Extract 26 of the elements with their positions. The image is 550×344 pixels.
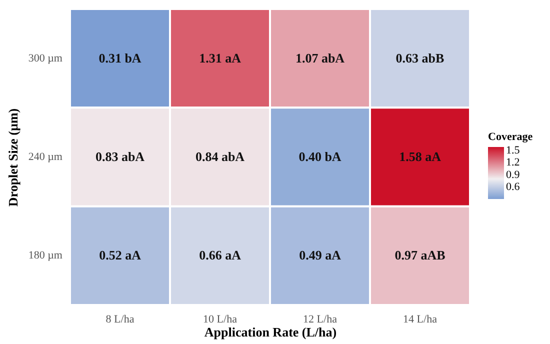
color-bar-label: 1.5	[506, 144, 520, 156]
data-label: 0.63 abB	[396, 50, 445, 66]
data-label: 0.97 aAB	[394, 248, 446, 263]
legend-title: Coverage	[488, 131, 533, 143]
data-label: 0.66 aA	[199, 248, 242, 263]
data-label: 0.84 abA	[195, 149, 246, 164]
x-tick-label: 14 L/ha	[403, 314, 438, 326]
color-bar-label: 1.2	[506, 156, 520, 169]
y-axis-title: Droplet Size (µm)	[5, 108, 20, 207]
data-label: 1.31 aA	[199, 50, 242, 66]
data-label: 0.40 bA	[298, 149, 342, 164]
y-tick-label: 180 µm	[28, 250, 63, 262]
data-label: 1.07 abA	[295, 50, 346, 66]
y-tick-label: 300 µm	[28, 52, 63, 64]
color-bar-label: 0.6	[506, 181, 520, 194]
y-tick-label: 240 µm	[28, 151, 63, 163]
x-tick-label: 10 L/ha	[203, 314, 238, 326]
data-label: 0.31 bA	[98, 50, 142, 66]
x-tick-label: 12 L/ha	[303, 314, 338, 326]
x-tick-label: 8 L/ha	[106, 314, 134, 326]
color-bar-label: 0.9	[506, 168, 520, 181]
data-label: 0.83 abA	[95, 149, 146, 164]
data-label: 1.58 aA	[399, 149, 442, 164]
data-label: 0.49 aA	[299, 248, 342, 263]
data-label: 0.52 aA	[99, 248, 142, 263]
x-axis-title: Application Rate (L/ha)	[204, 324, 337, 340]
